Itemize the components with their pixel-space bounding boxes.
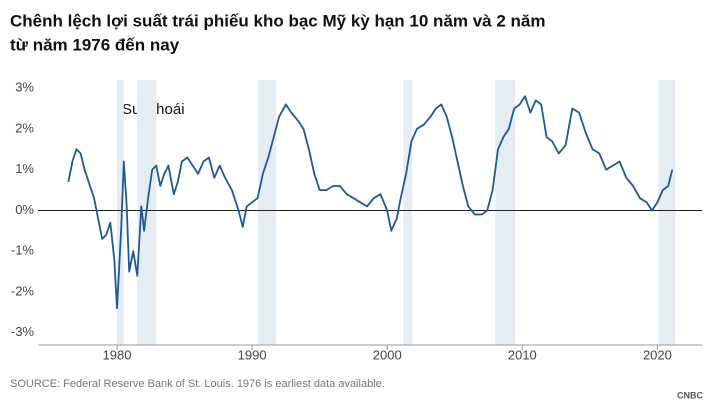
y-tick-label: 0% [15, 202, 34, 217]
recession-band [495, 80, 516, 345]
line [67, 95, 674, 310]
y-tick-label: -3% [11, 324, 35, 339]
y-tick-label: 1% [15, 161, 34, 176]
x-tick-label: 2020 [643, 347, 672, 362]
recession-band [117, 80, 124, 345]
recession-band [403, 80, 413, 345]
x-tick-label: 1980 [103, 347, 132, 362]
source: SOURCE: Federal Reserve Bank of St. Loui… [10, 378, 385, 390]
chart-subtitle: từ năm 1976 đến nay [10, 35, 180, 54]
x-tick-label: 2010 [508, 347, 537, 362]
x-tick-label: 1990 [238, 347, 267, 362]
y-tick-label: 2% [15, 120, 34, 135]
logo: CNBC [677, 390, 703, 400]
y-tick-label: -2% [11, 283, 35, 298]
y-tick-label: -1% [11, 243, 35, 258]
chart-title: Chênh lệch lợi suất trái phiếu kho bạc M… [10, 11, 545, 30]
recession-band [258, 80, 277, 345]
x-tick-label: 2000 [373, 347, 402, 362]
recession-band [658, 80, 676, 345]
y-tick-label: 3% [15, 80, 34, 95]
